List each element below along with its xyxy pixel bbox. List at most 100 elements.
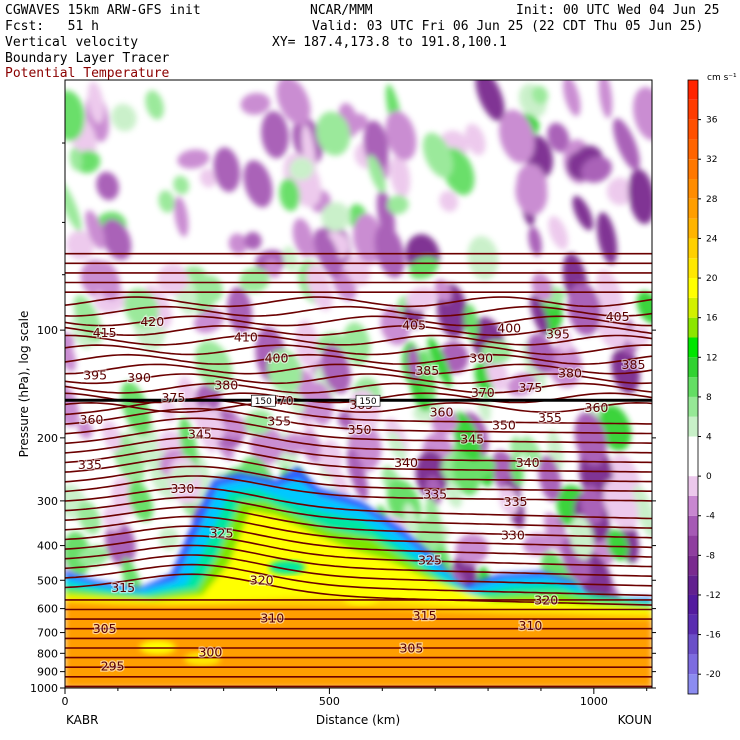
colorbar-swatch (688, 139, 698, 160)
vv-blob (65, 106, 82, 125)
theta-label: 335 (423, 487, 447, 502)
vv-blob (65, 179, 82, 232)
vv-blob (332, 470, 349, 500)
theta-line (65, 506, 652, 539)
theta-line (65, 436, 652, 464)
theta-label: 355 (267, 413, 291, 428)
vv-blob (120, 381, 151, 436)
theta-label: 305 (399, 640, 423, 655)
colorbar-label: 8 (706, 393, 712, 403)
theta-line (65, 417, 652, 444)
vv-blob (320, 344, 351, 394)
theta-line (65, 446, 652, 473)
theta-label: 400 (497, 321, 521, 336)
valid-time: Valid: 03 UTC Fri 06 Jun 25 (22 CDT Thu … (312, 19, 704, 34)
vv-blob (69, 147, 83, 171)
theta-label: 380 (558, 365, 582, 380)
vv-blob (243, 160, 273, 208)
theta-label: 390 (469, 350, 493, 365)
vv-blob (531, 85, 549, 105)
colorbar-unit: cm s⁻¹ (707, 73, 737, 83)
vv-blob (572, 195, 594, 231)
colorbar-label: 28 (706, 195, 718, 205)
vv-blob (467, 235, 499, 281)
y-tick-label: 500 (37, 574, 58, 587)
vv-blob (261, 110, 289, 159)
vv-blob (199, 168, 217, 188)
vv-blob (403, 502, 418, 538)
vv-blob (213, 147, 241, 193)
theta-label: 345 (188, 427, 212, 442)
theta-label: 360 (80, 412, 104, 427)
colorbar: -20 -16 -12 -8 -4 0 4 8 12 16 20 24 28 32 36 (687, 79, 721, 695)
model-title: CGWAVES 15km ARW-GFS init (5, 3, 201, 18)
vv-blob (612, 118, 640, 171)
vv-blob (548, 216, 569, 250)
theta-label: 380 (214, 378, 238, 393)
theta-line (65, 382, 652, 394)
colorbar-swatch (688, 594, 698, 615)
theta-label: 420 (140, 314, 164, 329)
colorbar-label: -20 (706, 670, 721, 680)
theta-label: 385 (415, 363, 439, 378)
theta-line (65, 334, 652, 346)
theta-label: 325 (210, 525, 234, 540)
theta-line (65, 465, 652, 492)
forecast-hour: Fcst: 51 h (5, 19, 99, 34)
vv-blob (157, 263, 189, 295)
colorbar-swatch (688, 436, 698, 457)
axes: 100 200 300 400 500 600 700 800 900 1000 0 500 1000 (30, 142, 656, 708)
theta-label: 315 (111, 580, 135, 595)
y-tick-label: 800 (37, 647, 58, 660)
theta-label: 295 (101, 658, 125, 673)
vv-blob (529, 294, 549, 336)
vv-blob (244, 409, 274, 435)
vv-blob (388, 431, 407, 463)
vv-blob (169, 464, 198, 485)
colorbar-swatch (688, 396, 698, 417)
colorbar-swatch (688, 575, 698, 595)
theta-label: 395 (83, 368, 107, 383)
field-bl-tracer: Boundary Layer Tracer (5, 51, 170, 66)
y-tick-label: 900 (37, 666, 58, 679)
colorbar-label: 32 (706, 155, 717, 165)
theta-line (65, 305, 652, 317)
theta-label: 405 (606, 309, 630, 324)
vv-blob (282, 246, 298, 273)
theta-line (65, 515, 652, 549)
x-end-label-left: KABR (66, 713, 98, 727)
colorbar-swatch (688, 198, 698, 219)
theta-label: 370 (471, 385, 495, 400)
vv-blob (315, 366, 335, 399)
theta-line (65, 456, 652, 483)
theta-line (65, 315, 652, 327)
y-tick-label: 400 (37, 540, 58, 553)
theta-label: 395 (546, 327, 570, 342)
theta-line (65, 353, 652, 365)
vv-blob (321, 202, 351, 232)
colorbar-swatch (688, 476, 698, 496)
colorbar-swatch (688, 535, 698, 556)
vv-blob (434, 279, 452, 303)
vv-blob (288, 390, 305, 415)
colorbar-swatch (688, 297, 698, 318)
marker-label: 150 (255, 397, 272, 407)
vv-blob (276, 80, 311, 125)
colorbar-label: 0 (706, 472, 712, 482)
vv-blob (177, 149, 210, 169)
colorbar-swatch (688, 614, 698, 635)
vv-blob (346, 254, 371, 286)
vv-blob (528, 226, 542, 257)
vv-blob (367, 154, 386, 193)
vv-blob (315, 111, 351, 156)
vv-blob (73, 294, 103, 344)
colorbar-swatch (688, 238, 698, 259)
theta-line (65, 475, 652, 502)
x-tick-label: 500 (319, 695, 340, 708)
vv-blob (101, 218, 132, 261)
x-axis-label: Distance (km) (316, 713, 400, 727)
colorbar-swatch (688, 674, 698, 694)
vv-blob (205, 409, 225, 441)
vv-blob (499, 109, 535, 164)
